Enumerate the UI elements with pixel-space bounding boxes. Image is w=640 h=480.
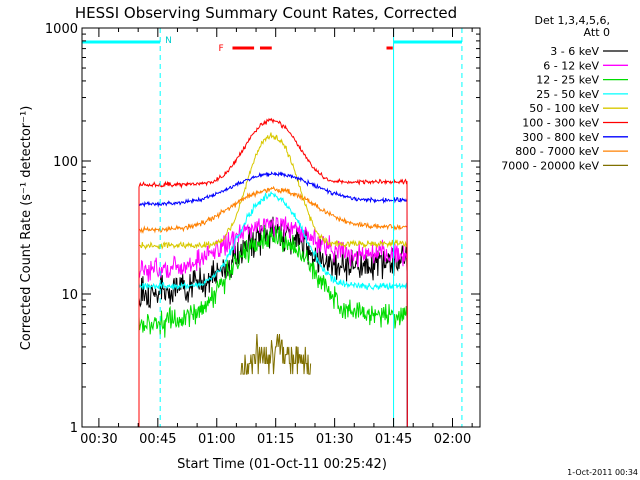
plot-frame bbox=[81, 27, 481, 428]
series-line bbox=[138, 191, 408, 428]
series-line bbox=[138, 117, 408, 428]
x-axis: 00:30 00:45 01:00 01:15 01:30 01:45 02:00 bbox=[80, 28, 473, 447]
legend-entry-label: 12 - 25 keV bbox=[536, 74, 599, 87]
legend-entry-label: 800 - 7000 keV bbox=[515, 145, 599, 158]
flare-label: F bbox=[218, 44, 223, 54]
legend-entry-label: 300 - 800 keV bbox=[522, 131, 599, 144]
legend-header-line: Det 1,3,4,5,6, bbox=[534, 14, 610, 27]
x-tick-label: 01:30 bbox=[316, 432, 353, 447]
legend-entry-label: 25 - 50 keV bbox=[536, 88, 599, 101]
y-tick-label: 100 bbox=[53, 155, 78, 170]
y-axis-label: Corrected Count Rate (s⁻¹ detector⁻¹) bbox=[19, 106, 34, 351]
legend-entry-label: 6 - 12 keV bbox=[543, 59, 599, 72]
series-layer bbox=[138, 117, 408, 428]
legend-header: Det 1,3,4,5,6,Att 0 bbox=[534, 14, 610, 39]
x-tick-label: 02:00 bbox=[434, 432, 471, 447]
y-tick-label: 1000 bbox=[45, 22, 78, 37]
series-line bbox=[138, 185, 408, 428]
series-line bbox=[138, 132, 408, 428]
y-axis: 1 10 100 1000 bbox=[45, 22, 480, 436]
legend-header-line: Att 0 bbox=[584, 26, 610, 39]
x-tick-label: 01:45 bbox=[375, 432, 412, 447]
plot-area: NF bbox=[82, 28, 463, 428]
y-tick-label: 10 bbox=[61, 288, 78, 303]
series-line bbox=[138, 224, 408, 428]
x-tick-label: 01:15 bbox=[257, 432, 294, 447]
x-tick-label: 00:45 bbox=[139, 432, 176, 447]
timestamp-label: 1-Oct-2011 00:34 bbox=[567, 468, 638, 477]
legend-entry-label: 3 - 6 keV bbox=[550, 45, 599, 58]
series-line bbox=[138, 171, 408, 428]
x-axis-label: Start Time (01-Oct-11 00:25:42) bbox=[177, 457, 387, 472]
legend-entry-label: 50 - 100 keV bbox=[529, 102, 599, 115]
legend-entry-label: 7000 - 20000 keV bbox=[501, 159, 599, 172]
x-tick-label: 00:30 bbox=[80, 432, 117, 447]
series-line bbox=[138, 216, 408, 428]
y-tick-label: 1 bbox=[70, 421, 78, 436]
night-label: N bbox=[165, 36, 172, 46]
chart-title: HESSI Observing Summary Count Rates, Cor… bbox=[75, 4, 457, 22]
annotation-layer: NF bbox=[82, 28, 463, 427]
series-line bbox=[240, 333, 312, 375]
x-tick-label: 01:00 bbox=[198, 432, 235, 447]
legend-entry-label: 100 - 300 keV bbox=[522, 117, 599, 130]
